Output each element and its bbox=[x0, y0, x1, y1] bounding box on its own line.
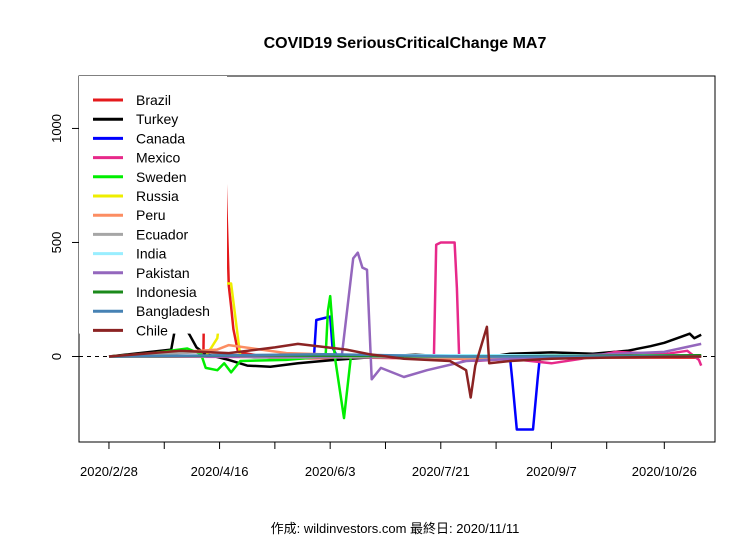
x-tick-label: 2020/10/26 bbox=[632, 464, 697, 479]
legend: Brazil Turkey Canada Mexico Sweden Russia Peru… bbox=[79, 76, 227, 338]
legend-label: Mexico bbox=[136, 150, 181, 166]
x-tick-label: 2020/2/28 bbox=[80, 464, 138, 479]
legend-label: Canada bbox=[136, 130, 185, 146]
x-tick-label: 2020/4/16 bbox=[191, 464, 249, 479]
legend-label: Ecuador bbox=[136, 226, 188, 242]
legend-label: Brazil bbox=[136, 92, 171, 108]
y-tick-label: 500 bbox=[49, 232, 64, 254]
legend-label: Turkey bbox=[136, 111, 178, 127]
y-tick-label: 0 bbox=[49, 353, 64, 360]
legend-label: Pakistan bbox=[136, 265, 190, 281]
legend-label: India bbox=[136, 246, 167, 262]
legend-label: Russia bbox=[136, 188, 179, 204]
x-tick-label: 2020/6/3 bbox=[305, 464, 356, 479]
chart-title: COVID19 SeriousCriticalChange MA7 bbox=[264, 35, 547, 52]
legend-label: Chile bbox=[136, 322, 168, 338]
series-line-chile bbox=[108, 325, 702, 399]
legend-label: Sweden bbox=[136, 169, 187, 185]
legend-label: Indonesia bbox=[136, 284, 197, 300]
legend-label: Bangladesh bbox=[136, 303, 210, 319]
x-tick-label: 2020/9/7 bbox=[526, 464, 577, 479]
x-tick-label: 2020/7/21 bbox=[412, 464, 470, 479]
series-line-bangladesh bbox=[108, 352, 702, 358]
legend-label: Peru bbox=[136, 207, 166, 223]
y-tick-label: 1000 bbox=[49, 114, 64, 143]
footer-credit: 作成: wildinvestors.com 最終日: 2020/11/11 bbox=[271, 521, 520, 536]
